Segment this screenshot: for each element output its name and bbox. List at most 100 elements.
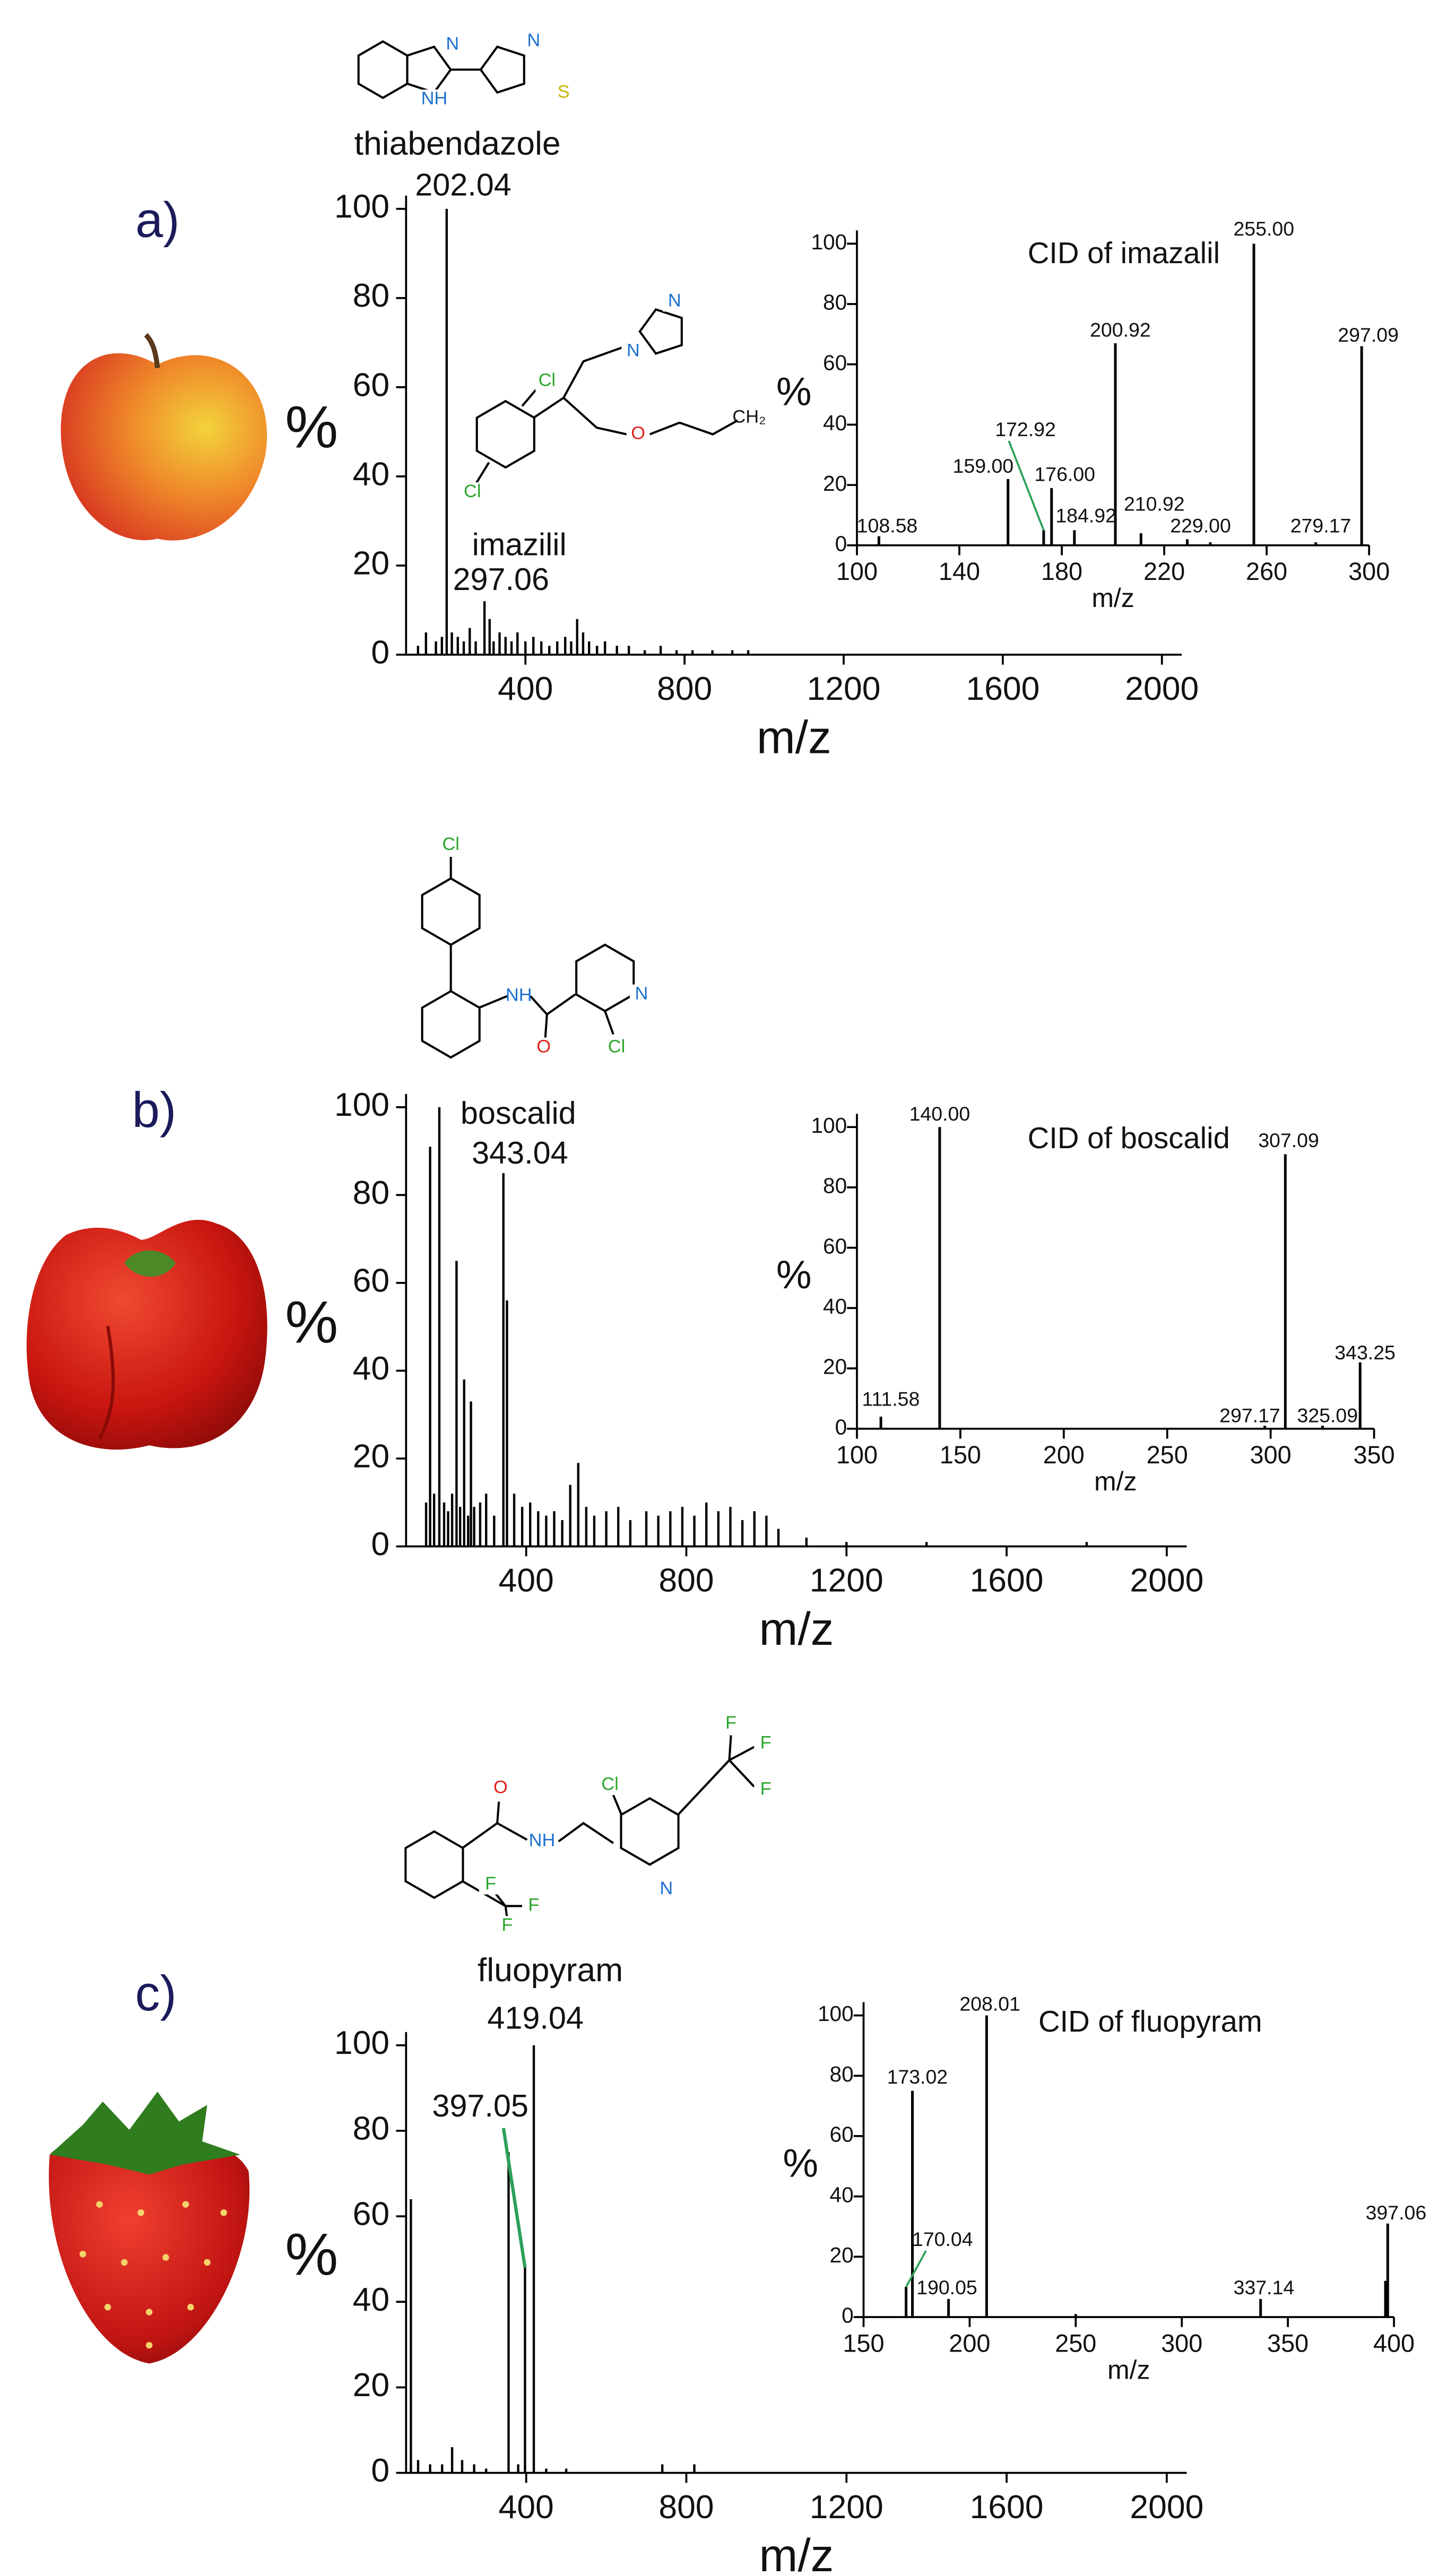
x-tick-label: 260	[1246, 558, 1287, 585]
bond	[612, 1794, 623, 1816]
x-tick-label: 300	[1250, 1441, 1292, 1469]
ring	[575, 943, 635, 1012]
atom-label: O	[631, 423, 645, 444]
peak-label: imazilil	[472, 527, 567, 562]
apple	[60, 333, 267, 541]
chart-title: CID of fluopyram	[1038, 2005, 1262, 2038]
atom-label: O	[536, 1036, 551, 1056]
bond	[478, 995, 508, 1009]
peak-label: 190.05	[916, 2276, 977, 2299]
x-tick-label: 350	[1353, 1441, 1394, 1469]
atom-label: F	[725, 1713, 737, 1733]
ring	[421, 990, 481, 1059]
y-tick-label: 100	[811, 230, 847, 254]
atom-label: Cl	[608, 1036, 625, 1056]
axis	[856, 230, 1370, 547]
x-axis-label: m/z	[1094, 1467, 1137, 1496]
ring	[620, 1797, 680, 1866]
y-tick-label: 100	[334, 1086, 389, 1123]
x-tick-label: 200	[949, 2329, 990, 2357]
bond	[562, 397, 627, 436]
x-tick-label: 140	[939, 558, 980, 585]
peak-label: 297.17	[1219, 1404, 1280, 1427]
atom-label: F	[760, 1732, 772, 1753]
peak-label: 397.06	[1366, 2201, 1427, 2224]
y-tick-label: 100	[334, 188, 389, 225]
y-tick-label: 0	[835, 531, 847, 556]
panel-label: a)	[135, 192, 179, 248]
peak-label: 208.01	[959, 1993, 1020, 2015]
atom-label: N	[668, 291, 681, 311]
leader-line	[905, 2250, 927, 2288]
atom-bg	[532, 1037, 556, 1057]
x-tick-label: 100	[836, 558, 878, 585]
compound-name: thiabendazole	[354, 125, 561, 162]
x-axis-label: m/z	[759, 1603, 834, 1655]
pepper	[27, 1219, 267, 1450]
peak-label: 419.04	[487, 2000, 584, 2036]
y-tick-label: 60	[353, 2196, 389, 2233]
y-tick-label: 20	[823, 1355, 847, 1379]
x-tick-label: 300	[1348, 558, 1390, 585]
atom-bg	[754, 1733, 778, 1754]
bond	[728, 1735, 732, 1760]
atom-label: O	[493, 1777, 508, 1798]
peak-label: 337.14	[1234, 2276, 1295, 2299]
atom-bg	[754, 1780, 778, 1800]
peak-label: 297.09	[1338, 324, 1399, 346]
peak-label: 343.25	[1335, 1341, 1396, 1364]
atom-label: N	[660, 1878, 673, 1898]
peak-label: 108.58	[857, 514, 918, 536]
atom-label: F	[528, 1895, 539, 1915]
y-tick-label: 60	[823, 350, 847, 375]
bond	[677, 1759, 730, 1816]
bond	[649, 417, 743, 436]
peak-label: 397.05	[432, 2088, 528, 2123]
y-tick-label: 20	[353, 2366, 389, 2404]
peak-label: boscalid	[461, 1095, 576, 1131]
atom-bg	[495, 1916, 519, 1936]
peak-label: 210.92	[1124, 493, 1185, 515]
y-tick-label: 60	[823, 1234, 847, 1258]
x-tick-label: 300	[1161, 2329, 1202, 2357]
atom-bg	[461, 482, 484, 502]
y-axis-label: %	[285, 393, 338, 460]
atom-label: F	[501, 1915, 513, 1935]
y-tick-label: 40	[823, 411, 847, 435]
y-tick-label: 40	[353, 1350, 389, 1387]
x-tick-label: 150	[843, 2329, 884, 2357]
x-tick-label: 400	[1373, 2329, 1415, 2357]
atom-label: F	[760, 1779, 772, 1799]
atom-bg	[630, 984, 653, 1005]
ring	[475, 400, 535, 469]
y-tick-label: 0	[835, 1415, 847, 1439]
peak-label: 325.09	[1297, 1404, 1358, 1427]
x-tick-label: 1200	[807, 670, 880, 707]
atom-label: NH	[529, 1831, 556, 1851]
ring	[406, 45, 452, 94]
atom-label: N	[635, 983, 648, 1003]
peak-label: 229.00	[1170, 514, 1231, 536]
x-tick-label: 1200	[810, 1562, 883, 1599]
x-tick-label: 200	[1043, 1441, 1085, 1469]
peak-label: 140.00	[909, 1103, 971, 1125]
peak-label: 176.00	[1034, 463, 1095, 485]
atom-bg	[522, 31, 545, 51]
ring	[421, 877, 481, 946]
x-tick-label: 800	[657, 670, 712, 707]
atom-bg	[479, 1874, 502, 1895]
y-axis-label: %	[285, 2221, 338, 2287]
y-axis-label: %	[783, 2141, 818, 2185]
atom-bg	[552, 83, 575, 103]
atom-label: Cl	[442, 834, 459, 854]
chart-title: CID of boscalid	[1028, 1121, 1230, 1155]
peak-label: 159.00	[953, 455, 1014, 477]
y-tick-label: 0	[842, 2303, 854, 2328]
y-tick-label: 80	[353, 1174, 389, 1211]
x-tick-label: 2000	[1125, 670, 1199, 707]
bond	[530, 993, 576, 1016]
y-tick-label: 100	[811, 1113, 847, 1138]
atom-label: S	[558, 82, 570, 102]
y-tick-label: 60	[353, 1262, 389, 1299]
